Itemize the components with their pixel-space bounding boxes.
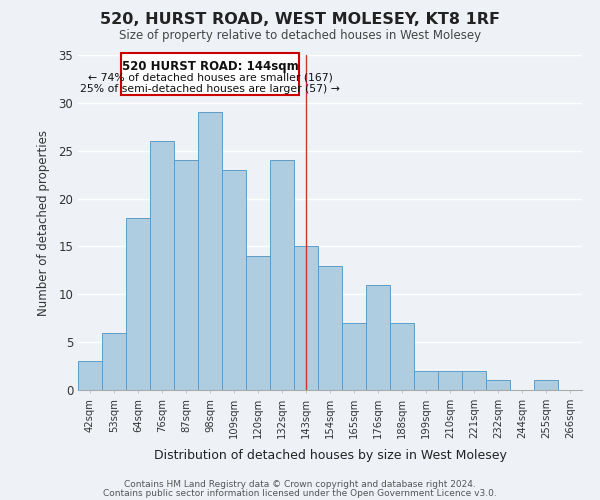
Bar xyxy=(438,371,462,390)
Y-axis label: Number of detached properties: Number of detached properties xyxy=(37,130,50,316)
Text: Contains HM Land Registry data © Crown copyright and database right 2024.: Contains HM Land Registry data © Crown c… xyxy=(124,480,476,489)
Bar xyxy=(270,160,294,390)
Bar xyxy=(318,266,342,390)
Bar xyxy=(486,380,510,390)
Bar xyxy=(150,141,174,390)
Bar xyxy=(342,323,366,390)
Text: Size of property relative to detached houses in West Molesey: Size of property relative to detached ho… xyxy=(119,29,481,42)
Bar xyxy=(102,332,126,390)
Text: ← 74% of detached houses are smaller (167): ← 74% of detached houses are smaller (16… xyxy=(88,72,332,82)
Bar xyxy=(414,371,438,390)
Text: Contains public sector information licensed under the Open Government Licence v3: Contains public sector information licen… xyxy=(103,488,497,498)
Bar xyxy=(126,218,150,390)
Text: 520 HURST ROAD: 144sqm: 520 HURST ROAD: 144sqm xyxy=(122,60,298,73)
Bar xyxy=(121,53,299,95)
Text: 520, HURST ROAD, WEST MOLESEY, KT8 1RF: 520, HURST ROAD, WEST MOLESEY, KT8 1RF xyxy=(100,12,500,28)
Bar xyxy=(246,256,270,390)
Bar xyxy=(78,362,102,390)
Bar xyxy=(534,380,558,390)
Bar xyxy=(198,112,222,390)
Bar xyxy=(294,246,318,390)
Bar xyxy=(222,170,246,390)
X-axis label: Distribution of detached houses by size in West Molesey: Distribution of detached houses by size … xyxy=(154,449,506,462)
Text: 25% of semi-detached houses are larger (57) →: 25% of semi-detached houses are larger (… xyxy=(80,84,340,94)
Bar xyxy=(462,371,486,390)
Bar xyxy=(390,323,414,390)
Bar xyxy=(366,284,390,390)
Bar xyxy=(174,160,198,390)
